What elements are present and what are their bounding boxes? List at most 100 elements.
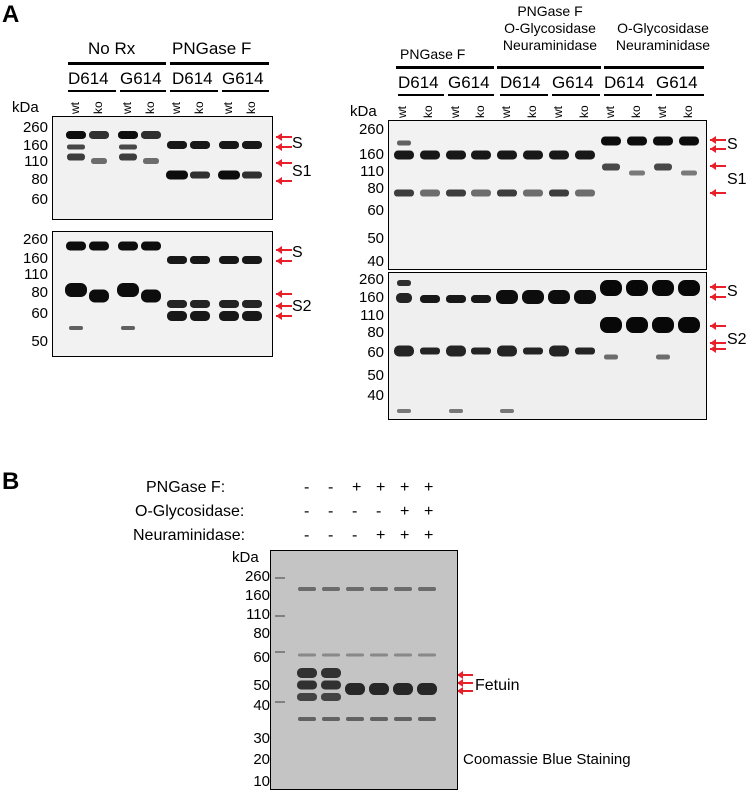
band-label: S1 xyxy=(727,171,747,188)
group-name-line: Neuraminidase xyxy=(502,37,598,53)
mw-marker: 60 xyxy=(31,305,48,322)
blot-band xyxy=(370,653,388,657)
ladder-band xyxy=(275,701,285,703)
blot-band xyxy=(420,189,440,197)
blot-band xyxy=(219,300,239,308)
red-arrow-icon xyxy=(710,162,726,170)
blot-band xyxy=(219,311,239,321)
mw-marker: 260 xyxy=(22,119,48,136)
red-arrow-icon xyxy=(710,136,726,144)
gel-coomassie xyxy=(270,550,458,790)
blot-band xyxy=(370,587,388,591)
band-label: S xyxy=(292,244,303,261)
blot-band xyxy=(65,283,87,297)
blot-band xyxy=(190,311,210,321)
blot-band xyxy=(471,189,491,197)
mw-marker: 110 xyxy=(246,606,270,623)
sub-label: D614 xyxy=(398,73,439,92)
blot-band xyxy=(89,131,109,139)
mw-marker: 40 xyxy=(253,697,270,714)
band-label: S2 xyxy=(292,298,312,315)
condition-sign: + xyxy=(376,479,386,496)
kda-label: kDa xyxy=(232,549,259,566)
group-left-0-name: No Rx xyxy=(88,39,136,58)
blot-band xyxy=(523,347,543,355)
sub-label: G614 xyxy=(552,73,594,92)
blot-band xyxy=(297,693,317,701)
red-arrow-icon xyxy=(710,189,726,197)
blot-band xyxy=(629,170,645,176)
blot-band xyxy=(190,256,210,264)
blot-band xyxy=(321,693,341,701)
group-right-2-name: O-Glycosidase Neuraminidase xyxy=(604,20,722,54)
blot-band xyxy=(67,153,85,161)
red-arrow-icon xyxy=(457,687,473,695)
red-arrow-icon xyxy=(276,177,292,185)
blot-band xyxy=(242,171,262,179)
blot-band xyxy=(396,293,412,303)
blot-band xyxy=(167,256,187,264)
mw-marker: 50 xyxy=(31,333,48,350)
mw-marker: 160 xyxy=(22,137,48,154)
group-right-0-name: PNGase F xyxy=(400,46,466,62)
blot-left-top xyxy=(52,116,273,220)
sub-bar xyxy=(398,94,444,96)
lane-label: ko xyxy=(525,105,539,118)
blot-band xyxy=(143,158,159,164)
lane-label: ko xyxy=(681,105,695,118)
group-bar xyxy=(396,66,494,69)
mw-marker: 20 xyxy=(253,751,270,768)
blot-band xyxy=(523,150,543,160)
lane-label: ko xyxy=(143,101,157,114)
blot-band xyxy=(471,295,491,303)
sub-bar xyxy=(222,90,269,92)
lane-label: wt xyxy=(68,102,82,114)
blot-band xyxy=(394,150,414,160)
caption: Coomassie Blue Staining xyxy=(463,751,631,768)
blot-left-bottom xyxy=(52,231,273,357)
sub-bar xyxy=(604,94,652,96)
blot-band xyxy=(397,409,411,413)
blot-band xyxy=(394,345,414,357)
blot-band xyxy=(449,409,463,413)
group-name-line: PNGase F xyxy=(517,3,583,19)
mw-marker: 10 xyxy=(253,773,270,790)
kda-label: kDa xyxy=(12,99,39,116)
blot-band xyxy=(119,144,137,150)
lane-label: wt xyxy=(499,106,513,118)
blot-band xyxy=(346,587,364,591)
sub-label: D614 xyxy=(68,69,109,88)
blot-band xyxy=(446,295,466,303)
blot-band xyxy=(420,295,440,303)
group-name-line: O-Glycosidase xyxy=(617,20,709,36)
blot-band xyxy=(66,241,86,251)
blot-band xyxy=(190,141,210,149)
blot-band xyxy=(523,189,543,197)
condition-sign: - xyxy=(304,479,310,496)
blot-band xyxy=(654,163,672,171)
group-bar xyxy=(497,66,601,69)
blot-band xyxy=(626,317,648,333)
ladder-band xyxy=(275,615,285,617)
lane-label: wt xyxy=(551,106,565,118)
condition-sign: - xyxy=(376,503,382,520)
sub-bar xyxy=(68,90,116,92)
mw-marker: 80 xyxy=(253,625,270,642)
blot-band xyxy=(549,189,569,197)
mw-marker: 80 xyxy=(31,284,48,301)
mw-marker: 110 xyxy=(360,307,384,324)
blot-band xyxy=(321,668,341,678)
blot-band xyxy=(219,141,239,149)
blot-band xyxy=(471,150,491,160)
group-name-line: O-Glycosidase xyxy=(504,20,596,36)
red-arrow-icon xyxy=(457,671,473,679)
condition-sign: - xyxy=(304,503,310,520)
mw-marker: 50 xyxy=(367,367,384,384)
red-arrow-icon xyxy=(276,159,292,167)
sub-bar xyxy=(448,94,494,96)
condition-sign: + xyxy=(424,479,434,496)
lane-label: wt xyxy=(221,102,235,114)
mw-marker: 160 xyxy=(244,587,270,604)
blot-band xyxy=(345,683,365,695)
blot-band xyxy=(602,163,620,171)
